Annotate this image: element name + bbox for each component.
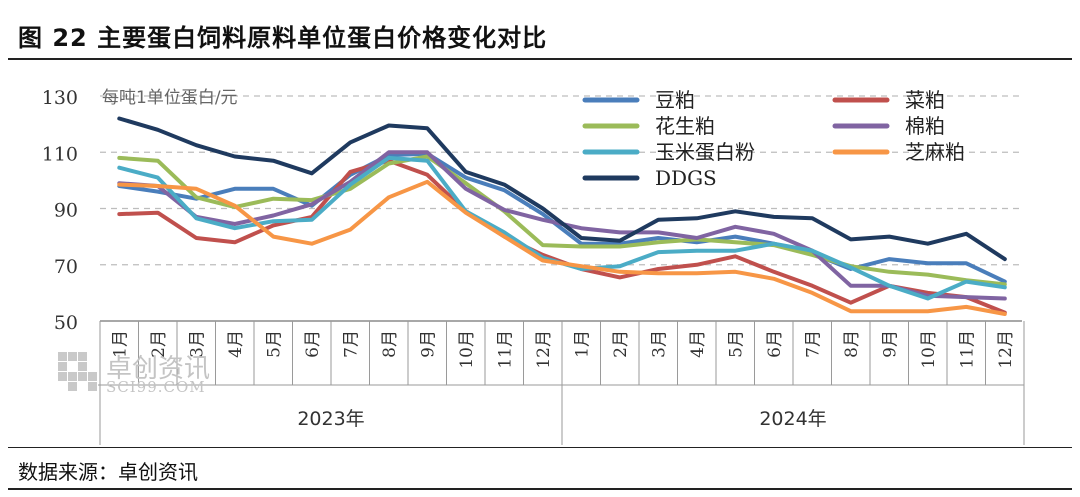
top-rule — [8, 58, 1072, 60]
x-tick-label: 2月 — [149, 330, 169, 358]
x-tick-label: 12月 — [534, 330, 554, 369]
x-tick-label: 8月 — [842, 330, 862, 358]
x-tick-label: 3月 — [649, 330, 669, 358]
legend-label: DDGS — [655, 166, 717, 190]
watermark: 卓创资讯 SCI99.COM — [58, 352, 258, 402]
figure-title: 图 22 主要蛋白饲料原料单位蛋白价格变化对比 — [18, 24, 548, 52]
x-tick-label: 4月 — [226, 330, 246, 358]
x-tick-label: 5月 — [264, 330, 284, 358]
x-tick-label: 4月 — [688, 330, 708, 358]
x-group-label: 2024年 — [759, 408, 826, 430]
y-tick-label: 130 — [42, 87, 78, 109]
watermark-name: 卓创资讯 — [106, 354, 211, 384]
x-tick-label: 5月 — [726, 330, 746, 358]
y-tick-label: 70 — [54, 256, 78, 278]
x-tick-label: 1月 — [110, 330, 130, 358]
x-tick-label: 9月 — [880, 330, 900, 358]
x-tick-label: 7月 — [803, 330, 823, 358]
y-tick-label: 50 — [54, 312, 78, 334]
x-tick-label: 12月 — [996, 330, 1016, 369]
x-group-label: 2023年 — [297, 408, 364, 430]
data-source: 数据来源：卓创资讯 — [18, 460, 198, 484]
legend-label: 豆粕 — [655, 88, 695, 112]
x-tick-label: 8月 — [380, 330, 400, 358]
y-tick-label: 90 — [54, 200, 78, 222]
watermark-url: SCI99.COM — [106, 378, 206, 396]
x-tick-label: 10月 — [919, 330, 939, 369]
x-tick-label: 3月 — [187, 330, 207, 358]
bottom-rule — [8, 488, 1072, 490]
figure-title-bar: 图 22 主要蛋白饲料原料单位蛋白价格变化对比 — [0, 0, 1080, 58]
series-line-芝麻粕 — [117, 179, 1007, 316]
x-tick-label: 6月 — [303, 330, 323, 358]
series-line-花生粕 — [117, 154, 1007, 287]
source-top-rule — [8, 447, 1072, 448]
series-line-DDGS — [117, 116, 1007, 262]
x-tick-label: 1月 — [572, 330, 592, 358]
y-unit-label: 每吨1单位蛋白/元 — [102, 88, 238, 108]
legend-label: 菜粕 — [905, 88, 945, 112]
legend-label: 芝麻粕 — [905, 140, 965, 164]
x-tick-label: 6月 — [765, 330, 785, 358]
x-tick-label: 2月 — [611, 330, 631, 358]
x-tick-label: 11月 — [495, 330, 515, 369]
y-tick-label: 110 — [42, 143, 78, 165]
x-tick-label: 10月 — [457, 330, 477, 369]
legend-label: 玉米蛋白粉 — [655, 140, 755, 164]
watermark-logo-icon — [58, 352, 98, 392]
legend-label: 花生粕 — [655, 114, 715, 138]
x-tick-label: 7月 — [341, 330, 361, 358]
legend-label: 棉粕 — [905, 114, 945, 138]
x-tick-label: 11月 — [957, 330, 977, 369]
x-tick-label: 9月 — [418, 330, 438, 358]
